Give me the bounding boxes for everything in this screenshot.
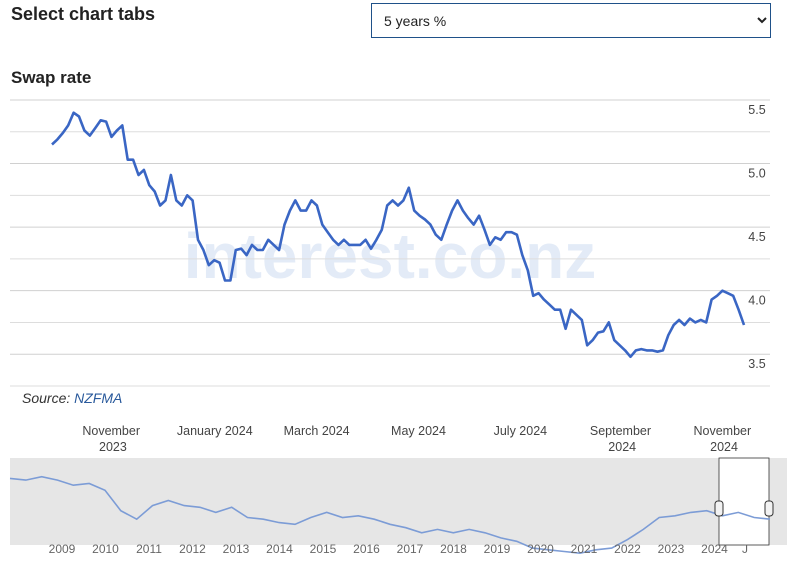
- navigator-year: 2017: [397, 542, 424, 556]
- navigator-year: 2024: [701, 542, 728, 556]
- x-tick-line: November: [694, 424, 755, 438]
- navigator-year: 2011: [136, 542, 162, 556]
- navigator-year: J: [742, 542, 748, 556]
- y-tick-label: 4.5: [748, 230, 765, 244]
- x-tick-line: November: [82, 424, 143, 438]
- navigator-year: 2023: [658, 542, 685, 556]
- x-tick-line: September: [590, 424, 655, 438]
- source: Source: NZFMA: [22, 390, 122, 406]
- x-tick-label: November 2023: [82, 424, 143, 454]
- source-label: Source:: [22, 390, 70, 406]
- y-tick-label: 5.0: [748, 167, 765, 181]
- x-tick-line: 2024: [608, 440, 636, 454]
- navigator-year: 2021: [571, 542, 598, 556]
- x-tick-line: 2024: [710, 440, 738, 454]
- x-tick-label: November 2024: [694, 424, 755, 454]
- navigator-year: 2014: [266, 542, 293, 556]
- navigator-line: [9, 475, 771, 555]
- navigator-handle: [764, 500, 774, 517]
- navigator-bg: [10, 458, 787, 545]
- x-tick-label: January 2024: [177, 424, 253, 438]
- line: [51, 111, 746, 359]
- x-tick-label: July 2024: [494, 424, 548, 438]
- navigator-year: 2019: [484, 542, 511, 556]
- chart-select[interactable]: 5 years %: [371, 3, 771, 38]
- navigator-year: 2009: [49, 542, 76, 556]
- navigator-year: 2010: [92, 542, 119, 556]
- navigator-year: 2013: [223, 542, 250, 556]
- navigator-year: 2020: [527, 542, 554, 556]
- navigator-handle: [714, 500, 724, 517]
- navigator-year: 2016: [353, 542, 380, 556]
- navigator-year: 2022: [614, 542, 641, 556]
- navigator-year: 2012: [179, 542, 206, 556]
- y-tick-label: 4.0: [748, 294, 765, 308]
- watermark: interest.co.nz: [184, 220, 597, 292]
- y-tick-label: 5.5: [748, 103, 765, 117]
- x-tick-line: 2023: [99, 440, 127, 454]
- chart-title: Swap rate: [11, 68, 92, 87]
- navigator-window: [718, 457, 770, 546]
- x-tick-label: May 2024: [391, 424, 446, 438]
- x-tick-label: September 2024: [590, 424, 655, 454]
- x-tick-label: March 2024: [284, 424, 350, 438]
- page-title: Select chart tabs: [11, 4, 156, 24]
- source-link: NZFMA: [74, 390, 122, 406]
- navigator-year: 2015: [310, 542, 337, 556]
- y-tick-label: 3.5: [748, 357, 765, 371]
- navigator-year: 2018: [440, 542, 467, 556]
